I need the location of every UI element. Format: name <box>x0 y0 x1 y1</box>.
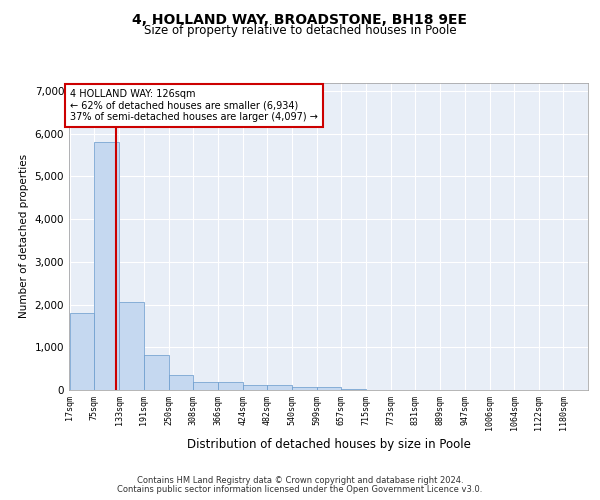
Bar <box>143 355 169 390</box>
Bar <box>267 385 292 390</box>
Y-axis label: Number of detached properties: Number of detached properties <box>19 154 29 318</box>
Bar <box>341 389 366 390</box>
Text: Size of property relative to detached houses in Poole: Size of property relative to detached ho… <box>143 24 457 37</box>
Bar <box>317 386 341 390</box>
Text: Contains public sector information licensed under the Open Government Licence v3: Contains public sector information licen… <box>118 485 482 494</box>
Bar <box>193 382 218 390</box>
Text: 4 HOLLAND WAY: 126sqm
← 62% of detached houses are smaller (6,934)
37% of semi-d: 4 HOLLAND WAY: 126sqm ← 62% of detached … <box>70 89 318 122</box>
X-axis label: Distribution of detached houses by size in Poole: Distribution of detached houses by size … <box>187 438 470 451</box>
Bar <box>218 382 242 390</box>
Bar <box>70 313 94 390</box>
Bar <box>94 142 119 390</box>
Bar <box>119 302 143 390</box>
Bar <box>292 386 317 390</box>
Text: 4, HOLLAND WAY, BROADSTONE, BH18 9EE: 4, HOLLAND WAY, BROADSTONE, BH18 9EE <box>133 12 467 26</box>
Bar <box>242 385 267 390</box>
Text: Contains HM Land Registry data © Crown copyright and database right 2024.: Contains HM Land Registry data © Crown c… <box>137 476 463 485</box>
Bar <box>169 376 193 390</box>
